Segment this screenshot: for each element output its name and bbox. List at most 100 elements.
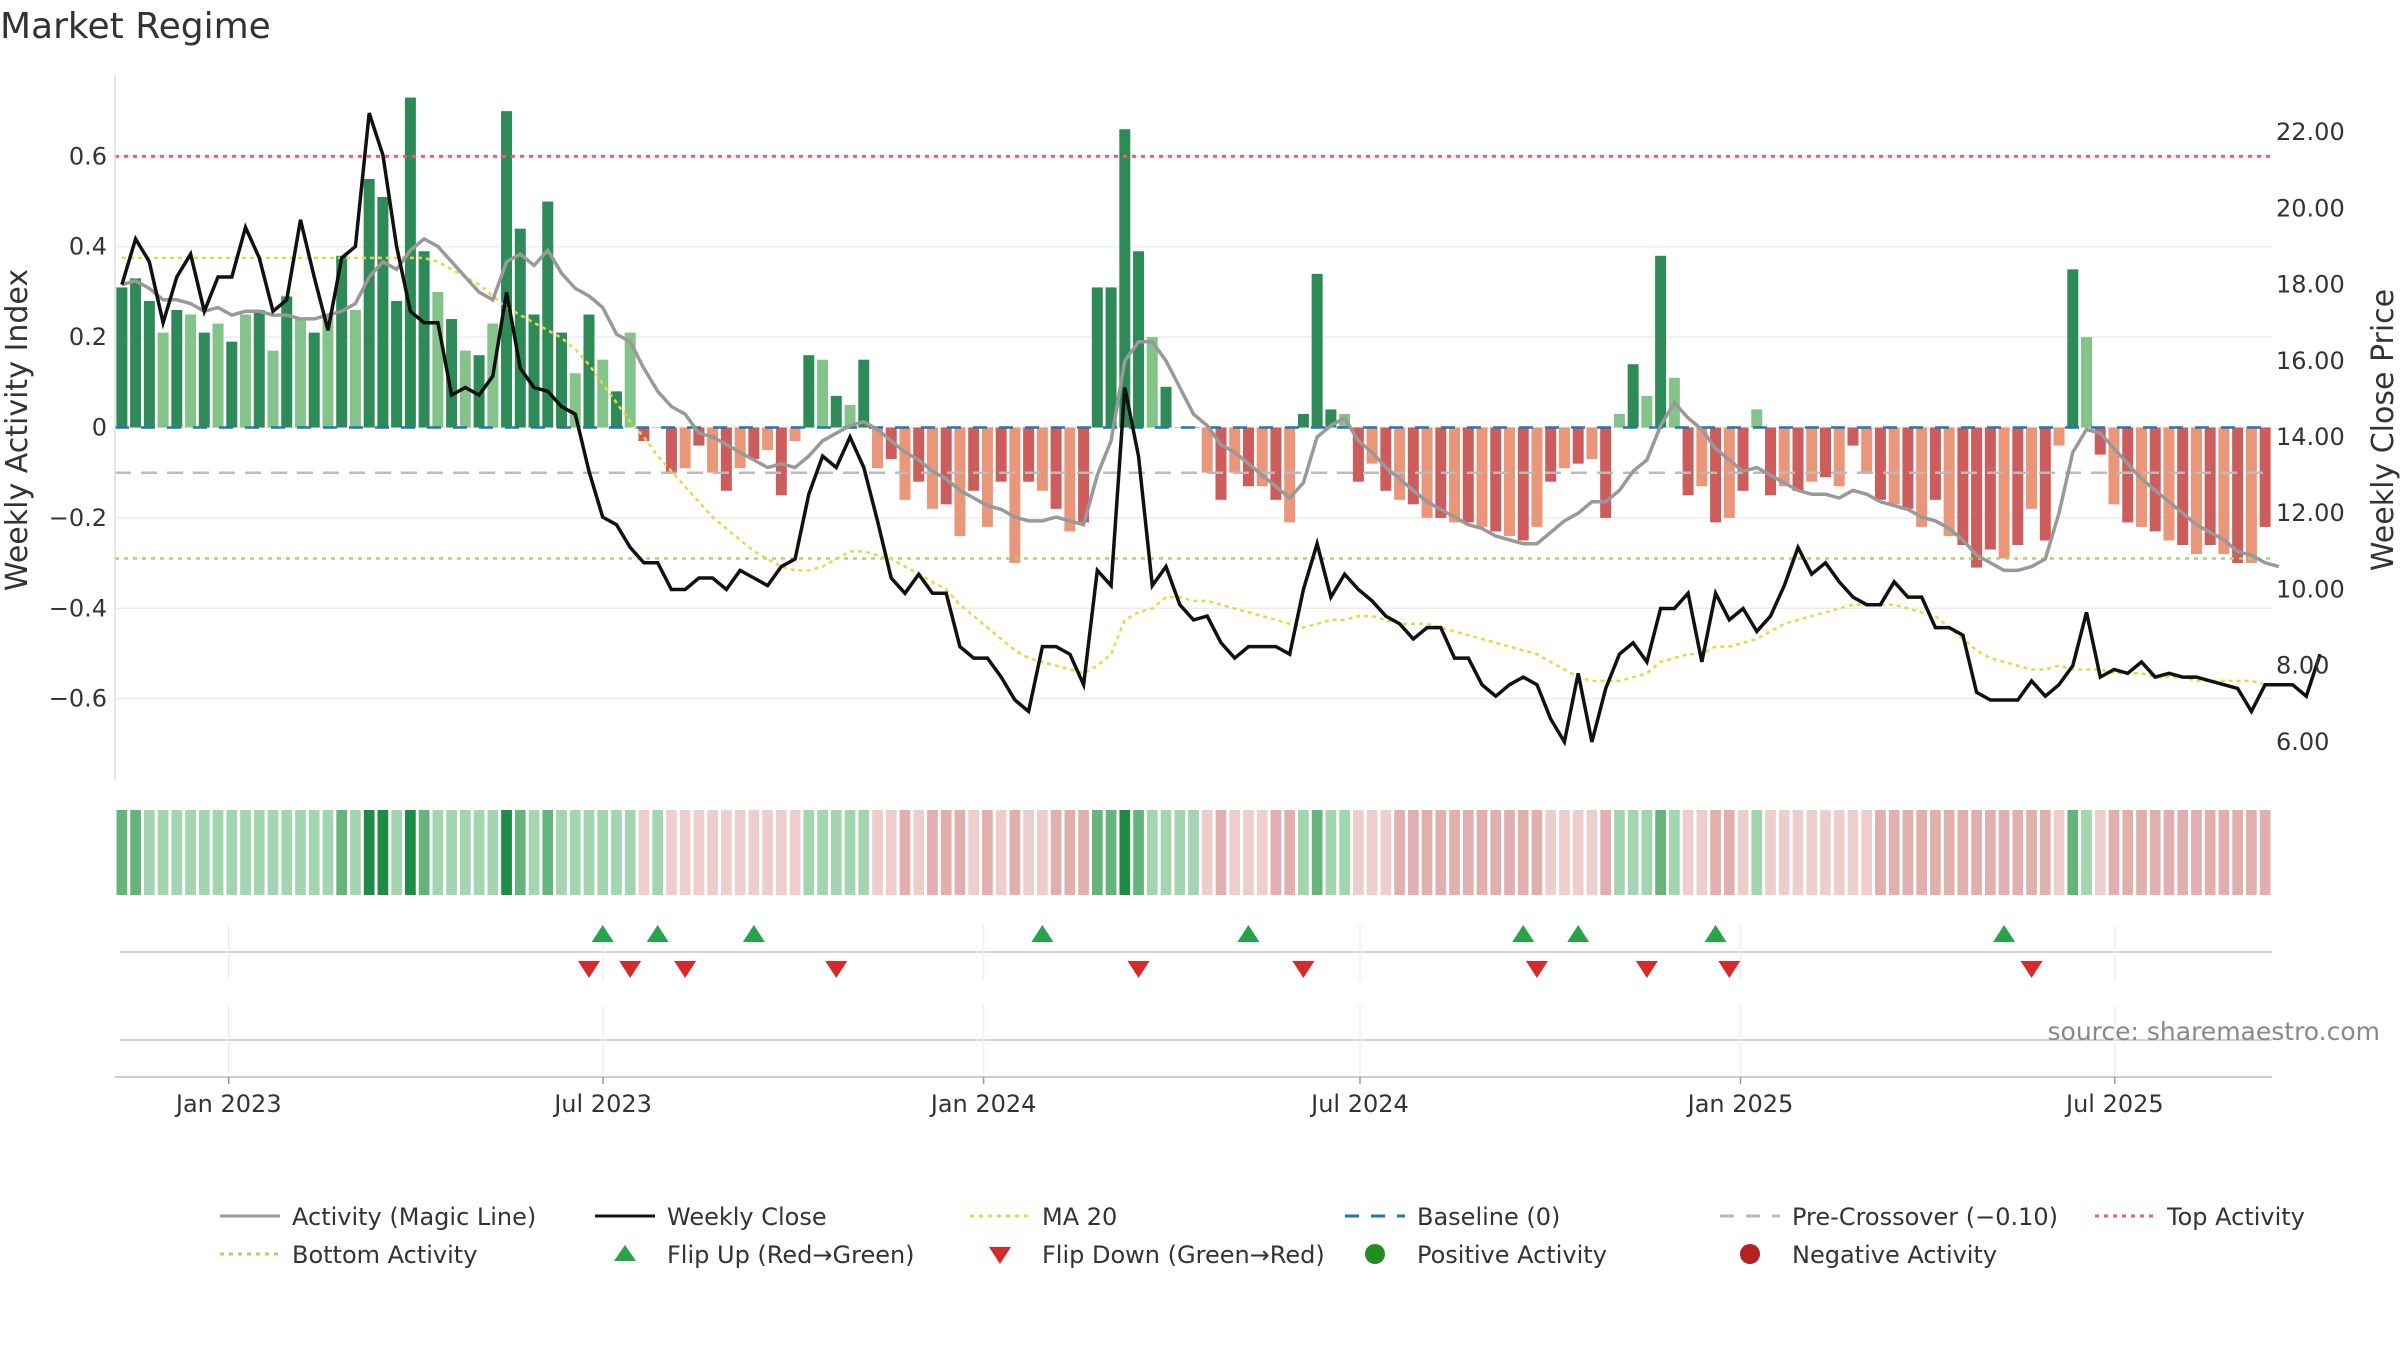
activity-bar (1682, 427, 1694, 496)
flip-up-marker (1031, 925, 1054, 942)
activity-bar (1572, 427, 1584, 464)
y-tick-right-label: 14.00 (2276, 423, 2345, 451)
regime-strip-cell (1037, 810, 1048, 895)
legend-label: Top Activity (2166, 1203, 2305, 1231)
activity-bar (1091, 287, 1103, 428)
regime-strip-cell (1875, 810, 1886, 895)
activity-bar (212, 323, 224, 428)
activity-bar (665, 427, 677, 473)
regime-strip-cell (1119, 810, 1131, 895)
activity-bar (2232, 427, 2244, 564)
regime-strip-cell (1270, 810, 1282, 895)
activity-bar (693, 427, 705, 446)
activity-bar (1655, 255, 1667, 428)
regime-strip-cell (913, 810, 925, 895)
x-tick-label: Jan 2023 (174, 1090, 282, 1118)
regime-strip-cell (1751, 810, 1763, 895)
activity-bar (542, 201, 554, 428)
activity-bar (143, 300, 155, 428)
legend-label: MA 20 (1042, 1203, 1117, 1231)
activity-bar (240, 314, 252, 428)
regime-strip-cell (1064, 810, 1076, 895)
y-tick-left-label: 0.6 (69, 142, 107, 170)
legend-label: Activity (Magic Line) (292, 1203, 536, 1231)
activity-bar (1916, 427, 1928, 527)
regime-strip-cell (1930, 810, 1941, 895)
regime-strip-cell (1050, 810, 1062, 895)
activity-bar (157, 332, 169, 428)
regime-strip-cell (418, 810, 430, 895)
activity-bar (583, 314, 595, 428)
flip-up-marker (1512, 925, 1535, 942)
y-tick-left-label: −0.6 (49, 685, 107, 713)
regime-strip-cell (185, 810, 196, 895)
flip-up-marker (1704, 925, 1727, 942)
regime-strip-cell (624, 810, 636, 895)
regime-strip-cell (405, 810, 416, 895)
regime-strip-cell (1421, 810, 1433, 895)
activity-bar (830, 395, 842, 428)
regime-strip-cell (1902, 810, 1914, 895)
activity-bar (1394, 427, 1406, 500)
activity-bar (432, 291, 444, 428)
regime-strip-cell (1614, 810, 1625, 895)
activity-bar (775, 427, 787, 496)
legend-label: Negative Activity (1792, 1241, 1997, 1269)
legend-label: Bottom Activity (292, 1241, 477, 1269)
legend-swatch-dot (1365, 1244, 1385, 1264)
activity-bar (1888, 427, 1900, 505)
regime-strip-cell (459, 810, 471, 895)
regime-strip-cell (652, 810, 664, 895)
regime-strip-cell (803, 810, 815, 895)
regime-strip-cell (1188, 810, 1199, 895)
activity-bar (1613, 413, 1625, 428)
activity-bar (446, 319, 458, 428)
activity-bar (734, 427, 746, 469)
regime-strip-cell (1078, 810, 1089, 895)
activity-bar (1847, 427, 1859, 446)
y-tick-right-label: 22.00 (2276, 118, 2345, 146)
flip-up-marker (1993, 925, 2016, 942)
activity-bar (1696, 427, 1708, 487)
activity-bar (501, 111, 513, 428)
activity-bar (1023, 427, 1035, 482)
flip-up-marker (1237, 925, 1260, 942)
activity-bar (294, 319, 306, 428)
legend-label: Pre-Crossover (−0.10) (1792, 1203, 2058, 1231)
activity-bar (1284, 427, 1296, 523)
activity-bar (308, 332, 320, 428)
regime-strip-cell (844, 810, 856, 895)
regime-strip-cell (2122, 810, 2134, 895)
regime-strip-cell (1298, 810, 1309, 895)
activity-bar (1064, 427, 1076, 532)
legend-swatch-triangle-up (614, 1245, 636, 1261)
activity-bar (1462, 427, 1474, 523)
regime-strip-cell (363, 810, 375, 895)
regime-strip-cell (1105, 810, 1117, 895)
regime-strip-cell (1723, 810, 1735, 895)
regime-strip-cell (1366, 810, 1378, 895)
regime-strip-cell (2191, 810, 2202, 895)
activity-bar (1833, 427, 1845, 487)
activity-bar (1449, 427, 1461, 523)
activity-bar (2081, 337, 2093, 428)
activity-bar (226, 341, 238, 428)
regime-strip-cell (528, 810, 540, 895)
regime-strip-cell (1146, 810, 1158, 895)
regime-strip-cell (1586, 810, 1598, 895)
regime-strip-cell (253, 810, 265, 895)
regime-strip-cell (1957, 810, 1969, 895)
regime-strip-cell (143, 810, 155, 895)
activity-bar (391, 300, 403, 428)
regime-strip-cell (693, 810, 705, 895)
activity-bar (1325, 409, 1337, 428)
activity-bar (2245, 427, 2257, 564)
legend-label: Positive Activity (1417, 1241, 1607, 1269)
regime-strip-cell (1394, 810, 1405, 895)
regime-strip-cell (611, 810, 622, 895)
regime-strip-cell (1778, 810, 1790, 895)
regime-strip-cell (295, 810, 306, 895)
activity-bar (185, 314, 197, 428)
weekly-close-line (120, 112, 2322, 747)
regime-strip-cell (1201, 810, 1213, 895)
